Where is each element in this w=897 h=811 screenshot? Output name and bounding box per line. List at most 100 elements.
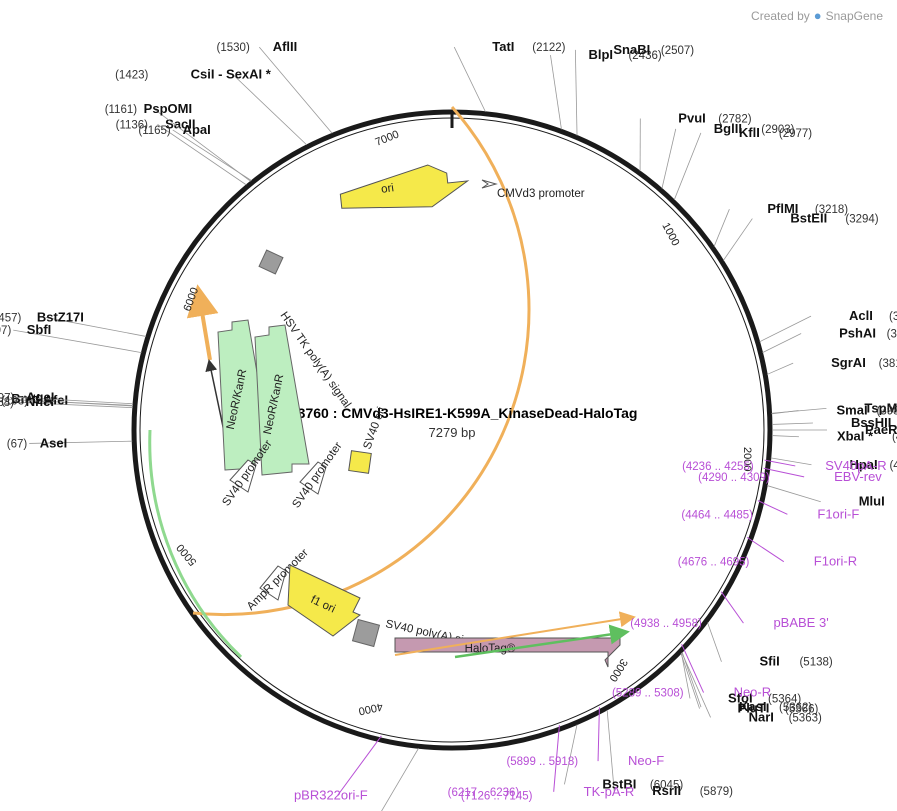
restriction-site-position: (2507): [661, 45, 694, 57]
feature-annotation-label: Neo-F: [628, 753, 664, 768]
restriction-site-label: BstZ17I: [37, 309, 84, 324]
restriction-site-label: PshAI: [839, 325, 876, 340]
feature-annotation-position: (5289 .. 5308): [612, 688, 684, 700]
feature-annotation-label: SV40pA-R: [825, 458, 886, 473]
restriction-site-label: PluTI: [738, 701, 770, 716]
halotag-arrow: HaloTag®: [395, 638, 620, 667]
site-leader-line: [723, 219, 752, 261]
restriction-site-position: (2977): [779, 128, 812, 140]
site-leader-line: [772, 436, 799, 437]
plasmid-length: 7279 bp: [429, 425, 476, 440]
feature-annotation-position: (4464 .. 4485): [681, 509, 753, 521]
feature-annotation-position: (4290 .. 4309): [698, 472, 770, 484]
cmvd3-promoter-icon: CMVd3 promoter: [482, 180, 585, 200]
tick-6000: 6000: [182, 286, 202, 313]
restriction-site-label: AgeI: [26, 389, 54, 404]
restriction-site-label: PvuI: [678, 111, 705, 126]
site-leader-line: [454, 47, 485, 112]
feature-annotation-labels: pBR322ori-F (7126 .. 7145) TK-pA-R (6217 ..…: [294, 458, 887, 802]
restriction-site-position: (5879): [700, 786, 733, 798]
feature-annotation-label: F1ori-F: [817, 506, 859, 521]
feature-annotation-position: (5899 .. 5918): [506, 756, 578, 768]
plasmid-title: pPW3760 : CMVd3-HsIRE1-K599A_KinaseDead-…: [267, 405, 638, 421]
feature-annotation-label: pBR322ori-F: [294, 787, 368, 802]
site-leader-line: [575, 50, 577, 136]
feature-leader-line: [721, 592, 743, 623]
restriction-site-position: (4082): [892, 432, 897, 444]
restriction-site-position: (5366): [785, 704, 818, 716]
orange-inner-arrow: [200, 300, 210, 360]
restriction-site-position: (2122): [532, 42, 565, 54]
restriction-site-position: (457): [0, 312, 21, 324]
site-leader-line: [772, 411, 799, 414]
site-leader-line: [762, 333, 801, 352]
plasmid-map: pPW3760 : CMVd3-HsIRE1-K599A_KinaseDead-…: [0, 0, 897, 811]
feature-annotation-label: TK-pA-R: [584, 784, 635, 799]
cmvd3-promoter-label: CMVd3 promoter: [497, 188, 585, 200]
tick-7000: 7000: [374, 128, 401, 148]
restriction-site-position: (3673): [889, 311, 897, 323]
site-leader-line: [714, 209, 729, 246]
tick-1000: 1000: [659, 221, 681, 248]
site-leader-line: [772, 423, 813, 424]
restriction-site-position: (3294): [845, 214, 878, 226]
tick-5000: 5000: [174, 541, 199, 567]
feature-annotation-position: (4938 .. 4958): [630, 618, 702, 630]
site-leader-line: [681, 653, 700, 708]
tick-3000: 3000: [606, 656, 629, 683]
feature-leader-line: [598, 707, 599, 761]
restriction-site-label: BlpI: [588, 47, 613, 62]
restriction-site-position: (3723): [887, 328, 897, 340]
f1-ori-arrow: f1 ori: [288, 565, 360, 636]
restriction-site-label: XbaI *: [837, 429, 874, 444]
ori-arrow-label: ori: [380, 182, 394, 196]
site-leader-line: [767, 363, 793, 374]
restriction-site-position: (1530): [217, 42, 250, 54]
restriction-site-position: (1161): [105, 104, 138, 116]
site-leader-line: [760, 316, 811, 342]
restriction-site-label: CsiI - SexAI *: [191, 66, 272, 81]
restriction-site-position: (4198): [889, 460, 897, 472]
restriction-site-label: AclI: [849, 308, 873, 323]
restriction-site-position: (197): [0, 392, 14, 404]
restriction-site-position: (67): [7, 438, 28, 450]
feature-annotation-label: Neo-R: [734, 685, 772, 700]
tick-4000: 4000: [357, 700, 383, 717]
restriction-site-label: BglII: [714, 121, 742, 136]
site-leader-line: [708, 623, 722, 662]
site-leader-line: [771, 458, 812, 465]
site-leader-line: [564, 725, 577, 785]
ori-arrow: ori: [338, 161, 470, 216]
restriction-site-position: (1423): [115, 69, 148, 81]
restriction-site-label: TatI: [492, 39, 514, 54]
restriction-site-label: AflII: [273, 39, 298, 54]
feature-leader-line: [682, 644, 704, 692]
restriction-site-label: MluI: [859, 494, 885, 509]
restriction-site-label: PspOMI: [144, 101, 192, 116]
site-leader-line: [674, 133, 701, 200]
site-leader-line: [682, 653, 711, 718]
restriction-site-label: SnaBI: [613, 42, 650, 57]
site-leader-line: [550, 55, 561, 129]
restriction-site-label: AseI: [40, 435, 67, 450]
site-leader-line: [259, 47, 332, 133]
site-leader-line: [372, 748, 418, 811]
feature-annotation-position: (4676 .. 4695): [678, 557, 750, 569]
feature-annotation-label: F1ori-R: [814, 554, 857, 569]
site-leader-line: [662, 129, 676, 189]
restriction-site-label: BstEII: [790, 211, 827, 226]
restriction-site-position: (3810): [879, 358, 897, 370]
restriction-site-label: ApaI: [183, 122, 211, 137]
feature-annotation-position: (6217 .. 6236): [448, 787, 520, 799]
site-leader-line: [173, 130, 252, 181]
feature-annotation-position: (4236 .. 4255): [682, 461, 754, 473]
restriction-site-position: (6045): [650, 779, 683, 791]
restriction-site-position: (1165): [138, 125, 171, 137]
restriction-site-label: SfiI: [759, 654, 779, 669]
restriction-site-position: (5138): [799, 657, 832, 669]
feature-leader-line: [747, 537, 784, 561]
feature-annotation-label: pBABE 3': [773, 615, 828, 630]
site-leader-line: [233, 74, 307, 144]
site-leader-line: [767, 486, 821, 502]
restriction-site-position: (397): [0, 325, 11, 337]
